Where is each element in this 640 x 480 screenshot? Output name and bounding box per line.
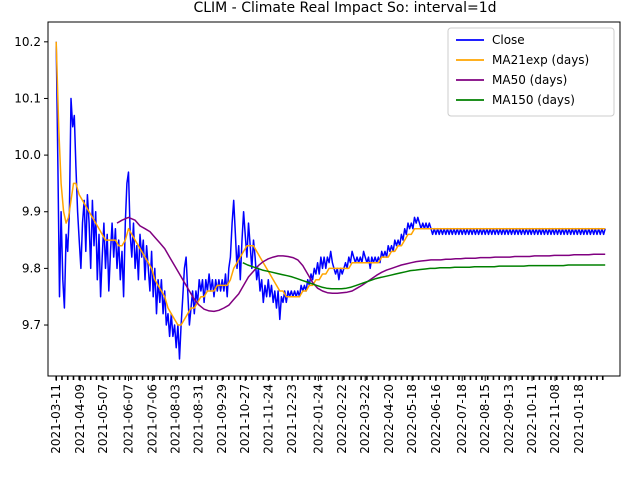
y-axis: 9.7 9.8 9.9 10.0 10.1 10.2 — [14, 35, 48, 332]
legend-box — [447, 27, 615, 117]
legend: Close MA21exp (days) MA50 (days) MA150 (day… — [447, 27, 615, 117]
legend-label: Close — [492, 33, 525, 47]
x-tick-label: 2022-11-08 — [548, 384, 562, 454]
x-tick-label: 2021-08-03 — [168, 384, 182, 454]
x-axis: 2021-03-11 2021-04-09 2021-05-07 2021-06-07… — [49, 376, 604, 454]
x-tick-label: 2021-09-29 — [215, 384, 229, 454]
x-tick-label: 2021-06-07 — [122, 384, 136, 454]
y-tick-label: 9.9 — [22, 205, 41, 219]
series-line-2 — [116, 216, 606, 313]
x-tick-label: 2021-08-31 — [191, 384, 205, 454]
series-line-1 — [55, 41, 606, 326]
x-tick-label: 2022-06-16 — [429, 384, 443, 454]
y-tick-label: 10.0 — [14, 148, 41, 162]
x-tick-label: 2021-12-23 — [285, 384, 299, 454]
series-layer — [55, 41, 606, 360]
x-tick-label: 2022-01-24 — [311, 384, 325, 454]
legend-label: MA150 (days) — [492, 93, 575, 107]
y-tick-label: 9.7 — [22, 318, 41, 332]
x-tick-label: 2022-10-11 — [525, 384, 539, 454]
y-tick-label: 9.8 — [22, 261, 41, 275]
x-tick-label: 2021-01-18 — [572, 384, 586, 454]
x-tick-label: 2022-09-13 — [502, 384, 516, 454]
y-tick-label: 10.1 — [14, 91, 41, 105]
x-tick-label: 2021-05-07 — [96, 384, 110, 454]
legend-label: MA50 (days) — [492, 73, 567, 87]
x-tick-label: 2022-03-22 — [358, 384, 372, 454]
x-tick-label: 2022-02-22 — [335, 384, 349, 454]
chart-title: CLIM - Climate Real Impact So: interval=… — [193, 0, 496, 16]
x-tick-label: 2022-08-15 — [478, 384, 492, 454]
x-tick-label: 2021-03-11 — [49, 384, 63, 454]
legend-label: MA21exp (days) — [492, 53, 589, 67]
y-tick-label: 10.2 — [14, 35, 41, 49]
series-line-3 — [242, 262, 606, 290]
x-tick-label: 2022-07-18 — [455, 384, 469, 454]
x-tick-label: 2021-11-24 — [261, 384, 275, 454]
x-tick-label: 2021-10-27 — [238, 384, 252, 454]
x-tick-label: 2021-04-09 — [73, 384, 87, 454]
x-tick-label: 2021-07-06 — [145, 384, 159, 454]
x-tick-label: 2022-05-18 — [405, 384, 419, 454]
x-tick-label: 2022-04-20 — [382, 384, 396, 454]
